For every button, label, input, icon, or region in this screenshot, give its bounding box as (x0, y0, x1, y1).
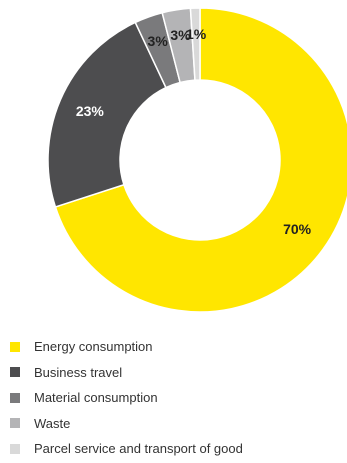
legend: Energy consumption Business travel Materia… (10, 334, 243, 462)
legend-swatch (10, 367, 20, 378)
legend-item-material-consumption: Material consumption (10, 385, 243, 411)
legend-label: Business travel (34, 364, 123, 380)
slices-group (47, 7, 347, 313)
legend-swatch (10, 443, 20, 454)
legend-swatch (10, 418, 20, 429)
slice-label-business-travel: 23% (76, 103, 105, 119)
legend-item-energy-consumption: Energy consumption (10, 334, 243, 360)
legend-item-waste: Waste (10, 411, 243, 437)
slice-label-material-consumption: 3% (148, 33, 169, 49)
slice-label-waste: 3% (170, 27, 191, 43)
slice-label-parcel-service-and-transport-of-good: 1% (186, 26, 207, 42)
legend-label: Waste (34, 415, 71, 431)
slice-business-travel (47, 21, 167, 208)
legend-item-parcel-service-and-transport-of-good: Parcel service and transport of good (10, 436, 243, 462)
legend-item-business-travel: Business travel (10, 360, 243, 386)
legend-swatch (10, 341, 20, 352)
legend-label: Energy consumption (34, 339, 153, 355)
legend-label: Parcel service and transport of good (34, 441, 243, 457)
legend-label: Material consumption (34, 390, 158, 406)
slice-label-energy-consumption: 70% (283, 221, 312, 237)
slice-energy-consumption (54, 7, 347, 313)
donut-svg: 70%23%3% 3%1% (47, 7, 347, 313)
slice-parcel-service-and-transport-of-good (189, 7, 201, 81)
slice-labels-group: 70%23%3% 3%1% (76, 26, 312, 237)
legend-swatch (10, 392, 20, 403)
